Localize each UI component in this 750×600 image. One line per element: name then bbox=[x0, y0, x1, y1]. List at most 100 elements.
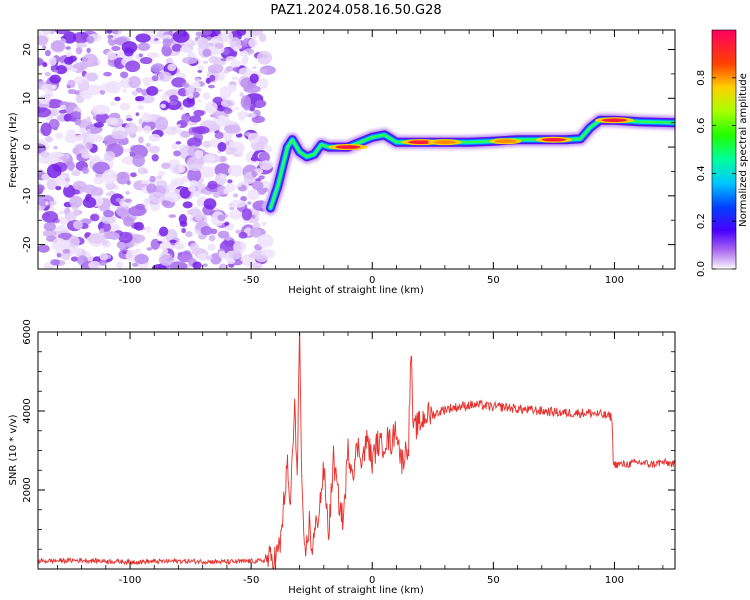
noise-speckle bbox=[53, 69, 58, 73]
noise-speckle bbox=[50, 259, 60, 266]
noise-speckle bbox=[92, 115, 97, 120]
noise-speckle bbox=[162, 38, 172, 48]
spectrogram-y-tick-label: 20 bbox=[22, 43, 33, 56]
noise-speckle bbox=[226, 107, 231, 112]
noise-speckle bbox=[181, 113, 192, 123]
noise-speckle bbox=[135, 248, 141, 253]
noise-speckle bbox=[153, 40, 161, 45]
noise-speckle bbox=[169, 239, 177, 244]
noise-speckle bbox=[88, 261, 101, 269]
spectrogram-x-tick-label: 50 bbox=[487, 275, 500, 286]
noise-speckle bbox=[71, 67, 78, 73]
ridge-hotspot-core bbox=[408, 140, 434, 144]
noise-speckle bbox=[223, 131, 232, 142]
noise-speckle bbox=[38, 152, 41, 157]
noise-speckle bbox=[257, 171, 262, 177]
noise-speckle bbox=[89, 213, 100, 222]
noise-speckle bbox=[247, 132, 260, 144]
noise-speckle bbox=[151, 75, 159, 82]
noise-speckle bbox=[119, 80, 126, 88]
noise-speckle bbox=[46, 163, 62, 179]
spectrogram-y-tick-label: 0 bbox=[22, 144, 33, 150]
noise-speckle bbox=[214, 131, 225, 140]
noise-speckle bbox=[249, 73, 259, 84]
noise-speckle bbox=[48, 118, 60, 130]
noise-speckle bbox=[257, 78, 269, 89]
noise-speckle bbox=[115, 197, 122, 203]
noise-speckle bbox=[202, 48, 212, 58]
noise-speckle bbox=[248, 38, 258, 48]
noise-speckle bbox=[99, 252, 108, 261]
colorbar-ticks: 0.0 0.2 0.4 0.6 0.8 bbox=[696, 70, 736, 277]
noise-speckle bbox=[92, 61, 99, 66]
noise-speckle bbox=[38, 169, 44, 175]
noise-speckle bbox=[105, 181, 116, 191]
noise-speckle bbox=[53, 151, 65, 158]
noise-speckle bbox=[240, 95, 251, 110]
noise-speckle bbox=[69, 195, 83, 208]
noise-speckle bbox=[55, 185, 62, 191]
noise-speckle bbox=[86, 47, 91, 54]
noise-speckle bbox=[134, 221, 144, 231]
noise-speckle bbox=[162, 34, 172, 40]
noise-speckle bbox=[137, 105, 144, 110]
ridge-band bbox=[269, 119, 675, 210]
noise-speckle bbox=[55, 175, 66, 186]
noise-speckle bbox=[173, 150, 181, 157]
noise-speckle bbox=[162, 248, 169, 254]
noise-speckle bbox=[233, 46, 239, 52]
noise-speckle bbox=[104, 151, 116, 161]
noise-speckle bbox=[90, 155, 101, 163]
spectrogram-x-axis-label: Height of straight line (km) bbox=[288, 285, 424, 296]
noise-speckle bbox=[40, 83, 56, 93]
noise-speckle bbox=[258, 151, 271, 163]
noise-speckle bbox=[167, 183, 176, 192]
noise-speckle bbox=[259, 160, 273, 171]
noise-speckle bbox=[148, 191, 165, 204]
noise-speckle bbox=[230, 199, 246, 208]
noise-speckle bbox=[75, 42, 87, 48]
noise-speckle bbox=[204, 101, 218, 114]
noise-speckle bbox=[72, 189, 80, 195]
noise-speckle bbox=[65, 46, 71, 50]
noise-speckle bbox=[257, 233, 274, 248]
noise-speckle bbox=[119, 102, 131, 111]
noise-speckle bbox=[146, 52, 160, 59]
noise-speckle bbox=[220, 58, 227, 62]
noise-speckle bbox=[128, 205, 147, 217]
spectrogram-x-tick-label: -100 bbox=[119, 275, 142, 286]
noise-speckle bbox=[62, 248, 71, 254]
noise-speckle bbox=[42, 229, 57, 238]
noise-speckle bbox=[241, 57, 249, 66]
noise-speckle bbox=[231, 76, 239, 81]
noise-speckle bbox=[225, 146, 236, 155]
noise-speckle bbox=[40, 150, 50, 158]
noise-speckle bbox=[163, 126, 182, 135]
noise-speckle bbox=[189, 243, 200, 252]
noise-speckle bbox=[117, 242, 127, 250]
noise-speckle bbox=[191, 81, 201, 89]
noise-speckle bbox=[103, 210, 115, 218]
noise-speckle bbox=[218, 263, 228, 269]
colorbar-frame bbox=[711, 29, 737, 270]
spectrogram-y-tick-label: -10 bbox=[22, 188, 33, 204]
noise-speckle bbox=[142, 112, 153, 123]
noise-speckle bbox=[158, 254, 174, 266]
noise-speckle bbox=[148, 145, 160, 154]
noise-speckle bbox=[207, 180, 218, 190]
noise-speckle bbox=[64, 177, 71, 183]
noise-speckle bbox=[40, 30, 52, 35]
noise-speckle bbox=[202, 263, 208, 267]
noise-speckle bbox=[227, 164, 245, 177]
noise-speckle bbox=[217, 141, 227, 152]
noise-speckle bbox=[199, 166, 216, 178]
noise-speckle bbox=[202, 154, 216, 164]
noise-speckle bbox=[132, 262, 139, 267]
noise-speckle bbox=[251, 180, 264, 191]
noise-speckle bbox=[188, 186, 196, 192]
noise-speckle bbox=[116, 261, 124, 269]
snr-panel: -100 -50 0 50 100 2000 4000 6000 Height of str… bbox=[8, 319, 676, 596]
noise-speckle bbox=[194, 77, 201, 82]
noise-speckle bbox=[202, 60, 209, 64]
